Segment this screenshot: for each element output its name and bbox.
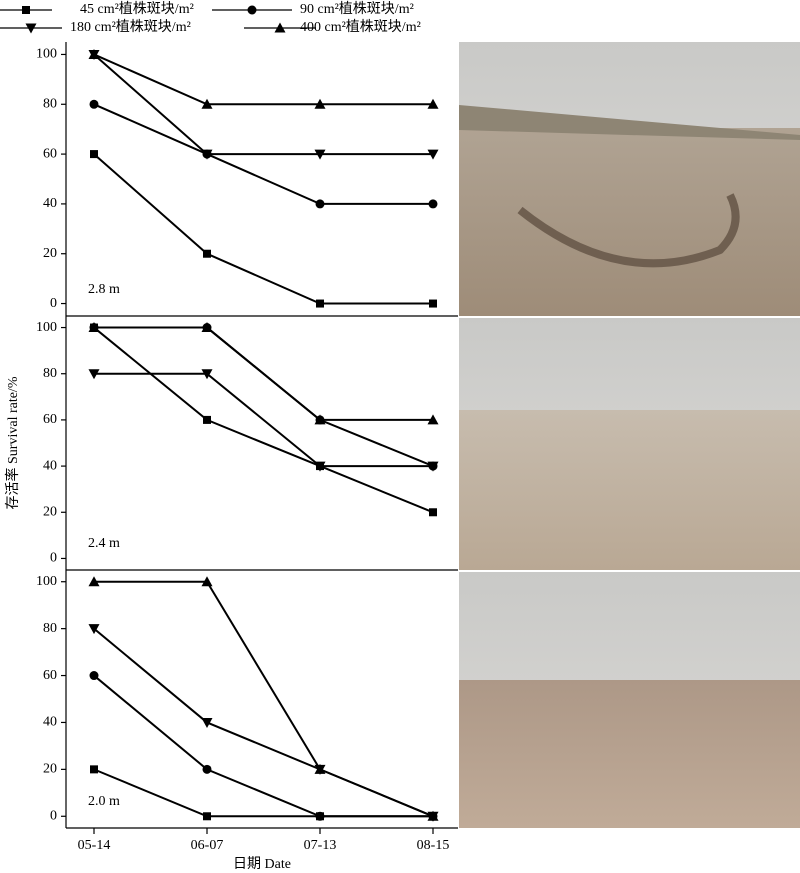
photo	[459, 105, 800, 140]
series-line	[93, 674, 433, 818]
y-tick-label: 20	[43, 246, 57, 261]
marker	[314, 98, 326, 109]
marker	[315, 199, 325, 209]
marker	[89, 99, 99, 109]
y-tick-label: 100	[36, 574, 57, 589]
y-tick-label: 60	[43, 412, 57, 427]
panel-frames	[65, 42, 458, 829]
marker	[314, 461, 326, 472]
y-tick-label: 100	[36, 320, 57, 335]
marker	[88, 576, 100, 587]
series-line	[93, 627, 434, 818]
photo	[459, 680, 800, 828]
y-axis-label: 存活率 Survival rate/%	[4, 376, 21, 509]
y-tick-label: 60	[43, 668, 57, 683]
x-tick-label: 05-14	[78, 838, 111, 853]
series-line	[93, 153, 433, 305]
x-tick-label: 07-13	[304, 838, 337, 853]
series-line	[93, 103, 433, 205]
series-line	[94, 326, 434, 468]
marker	[428, 199, 438, 209]
series-line	[94, 580, 434, 818]
photos	[459, 42, 800, 828]
panel-label: 2.0 m	[88, 794, 120, 809]
y-tick-label: 80	[43, 96, 57, 111]
marker	[429, 508, 437, 517]
marker	[427, 149, 439, 160]
marker	[316, 299, 324, 308]
y-tick-label: 20	[43, 762, 57, 777]
marker	[89, 671, 99, 681]
panel-label: 2.4 m	[88, 536, 120, 551]
x-axis-label: 日期 Date	[233, 856, 291, 872]
y-tick-label: 40	[43, 458, 57, 473]
photo	[459, 128, 800, 316]
panel-label: 2.8 m	[88, 282, 120, 297]
marker	[201, 576, 213, 587]
marker	[314, 763, 326, 774]
legend-label: 180 cm²植株斑块/m²	[70, 19, 191, 35]
x-tick-label: 06-07	[191, 838, 224, 853]
marker	[201, 149, 213, 160]
series-line	[94, 326, 433, 421]
marker	[201, 98, 213, 109]
marker	[90, 765, 98, 774]
y-tick-label: 0	[50, 551, 57, 566]
legend-label: 45 cm²植株斑块/m²	[80, 1, 194, 17]
marker	[274, 22, 286, 33]
photo	[517, 193, 740, 268]
legend-label: 90 cm²植株斑块/m²	[300, 1, 414, 17]
marker	[315, 811, 325, 821]
x-tick-label: 08-15	[417, 838, 450, 853]
y-tick-label: 60	[43, 146, 57, 161]
y-tick-label: 80	[43, 366, 57, 381]
y-tick-label: 40	[43, 715, 57, 730]
marker	[201, 717, 213, 728]
y-tick-label: 0	[50, 296, 57, 311]
series-line	[93, 53, 433, 156]
marker	[202, 764, 212, 774]
marker	[427, 98, 439, 109]
marker	[427, 461, 439, 472]
legend-label: 400 cm²植株斑块/m²	[300, 19, 421, 35]
marker	[201, 369, 213, 380]
marker	[203, 249, 211, 258]
y-tick-label: 20	[43, 504, 57, 519]
marker	[247, 5, 257, 15]
marker	[22, 6, 30, 14]
marker	[88, 322, 100, 333]
marker	[25, 23, 37, 34]
marker	[90, 150, 98, 159]
marker	[88, 624, 100, 635]
series-line	[93, 53, 433, 106]
y-tick-label: 80	[43, 621, 57, 636]
series-line	[94, 372, 433, 468]
marker	[88, 369, 100, 380]
marker	[203, 415, 211, 424]
marker	[427, 414, 439, 425]
marker	[314, 149, 326, 160]
marker	[427, 810, 439, 821]
marker	[203, 812, 211, 821]
marker	[88, 48, 100, 59]
marker	[201, 322, 213, 333]
y-tick-label: 100	[36, 47, 57, 62]
y-tick-label: 40	[43, 196, 57, 211]
marker	[429, 299, 437, 308]
photo	[459, 410, 800, 570]
y-tick-label: 0	[50, 808, 57, 823]
marker	[314, 414, 326, 425]
